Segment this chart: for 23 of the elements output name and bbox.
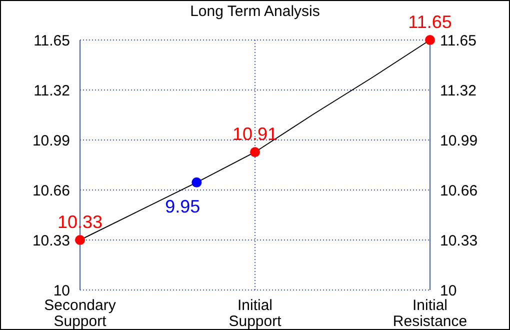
point — [75, 235, 85, 245]
x-tick-label: Secondary Support — [44, 297, 116, 330]
point — [192, 177, 202, 188]
point — [425, 35, 435, 45]
y2-tick-label: 11.32 — [440, 82, 476, 100]
annotation: 9.95 — [165, 196, 200, 216]
x-tick-label: Initial Support — [228, 297, 282, 330]
y-tick-label: 10 — [53, 282, 70, 300]
y2-tick-label: 10.99 — [440, 132, 478, 150]
y-tick-label: 11.32 — [34, 82, 70, 100]
y2-tick-label: 10.33 — [440, 232, 478, 250]
data-label: 11.65 — [408, 12, 452, 32]
y-tick-label: 10.66 — [32, 182, 70, 200]
point — [250, 147, 260, 158]
y2-tick-label: 10 — [440, 282, 457, 300]
data-label: 10.91 — [232, 124, 278, 144]
y-tick-label: 11.65 — [34, 32, 70, 50]
y-tick-label: 10.33 — [32, 232, 70, 250]
chart-title: Long Term Analysis — [190, 3, 320, 20]
x-tick-label: Initial Resistance — [392, 297, 468, 330]
y-tick-label: 10.99 — [32, 132, 70, 150]
y2-tick-label: 11.65 — [440, 32, 476, 50]
y2-tick-label: 10.66 — [440, 182, 478, 200]
